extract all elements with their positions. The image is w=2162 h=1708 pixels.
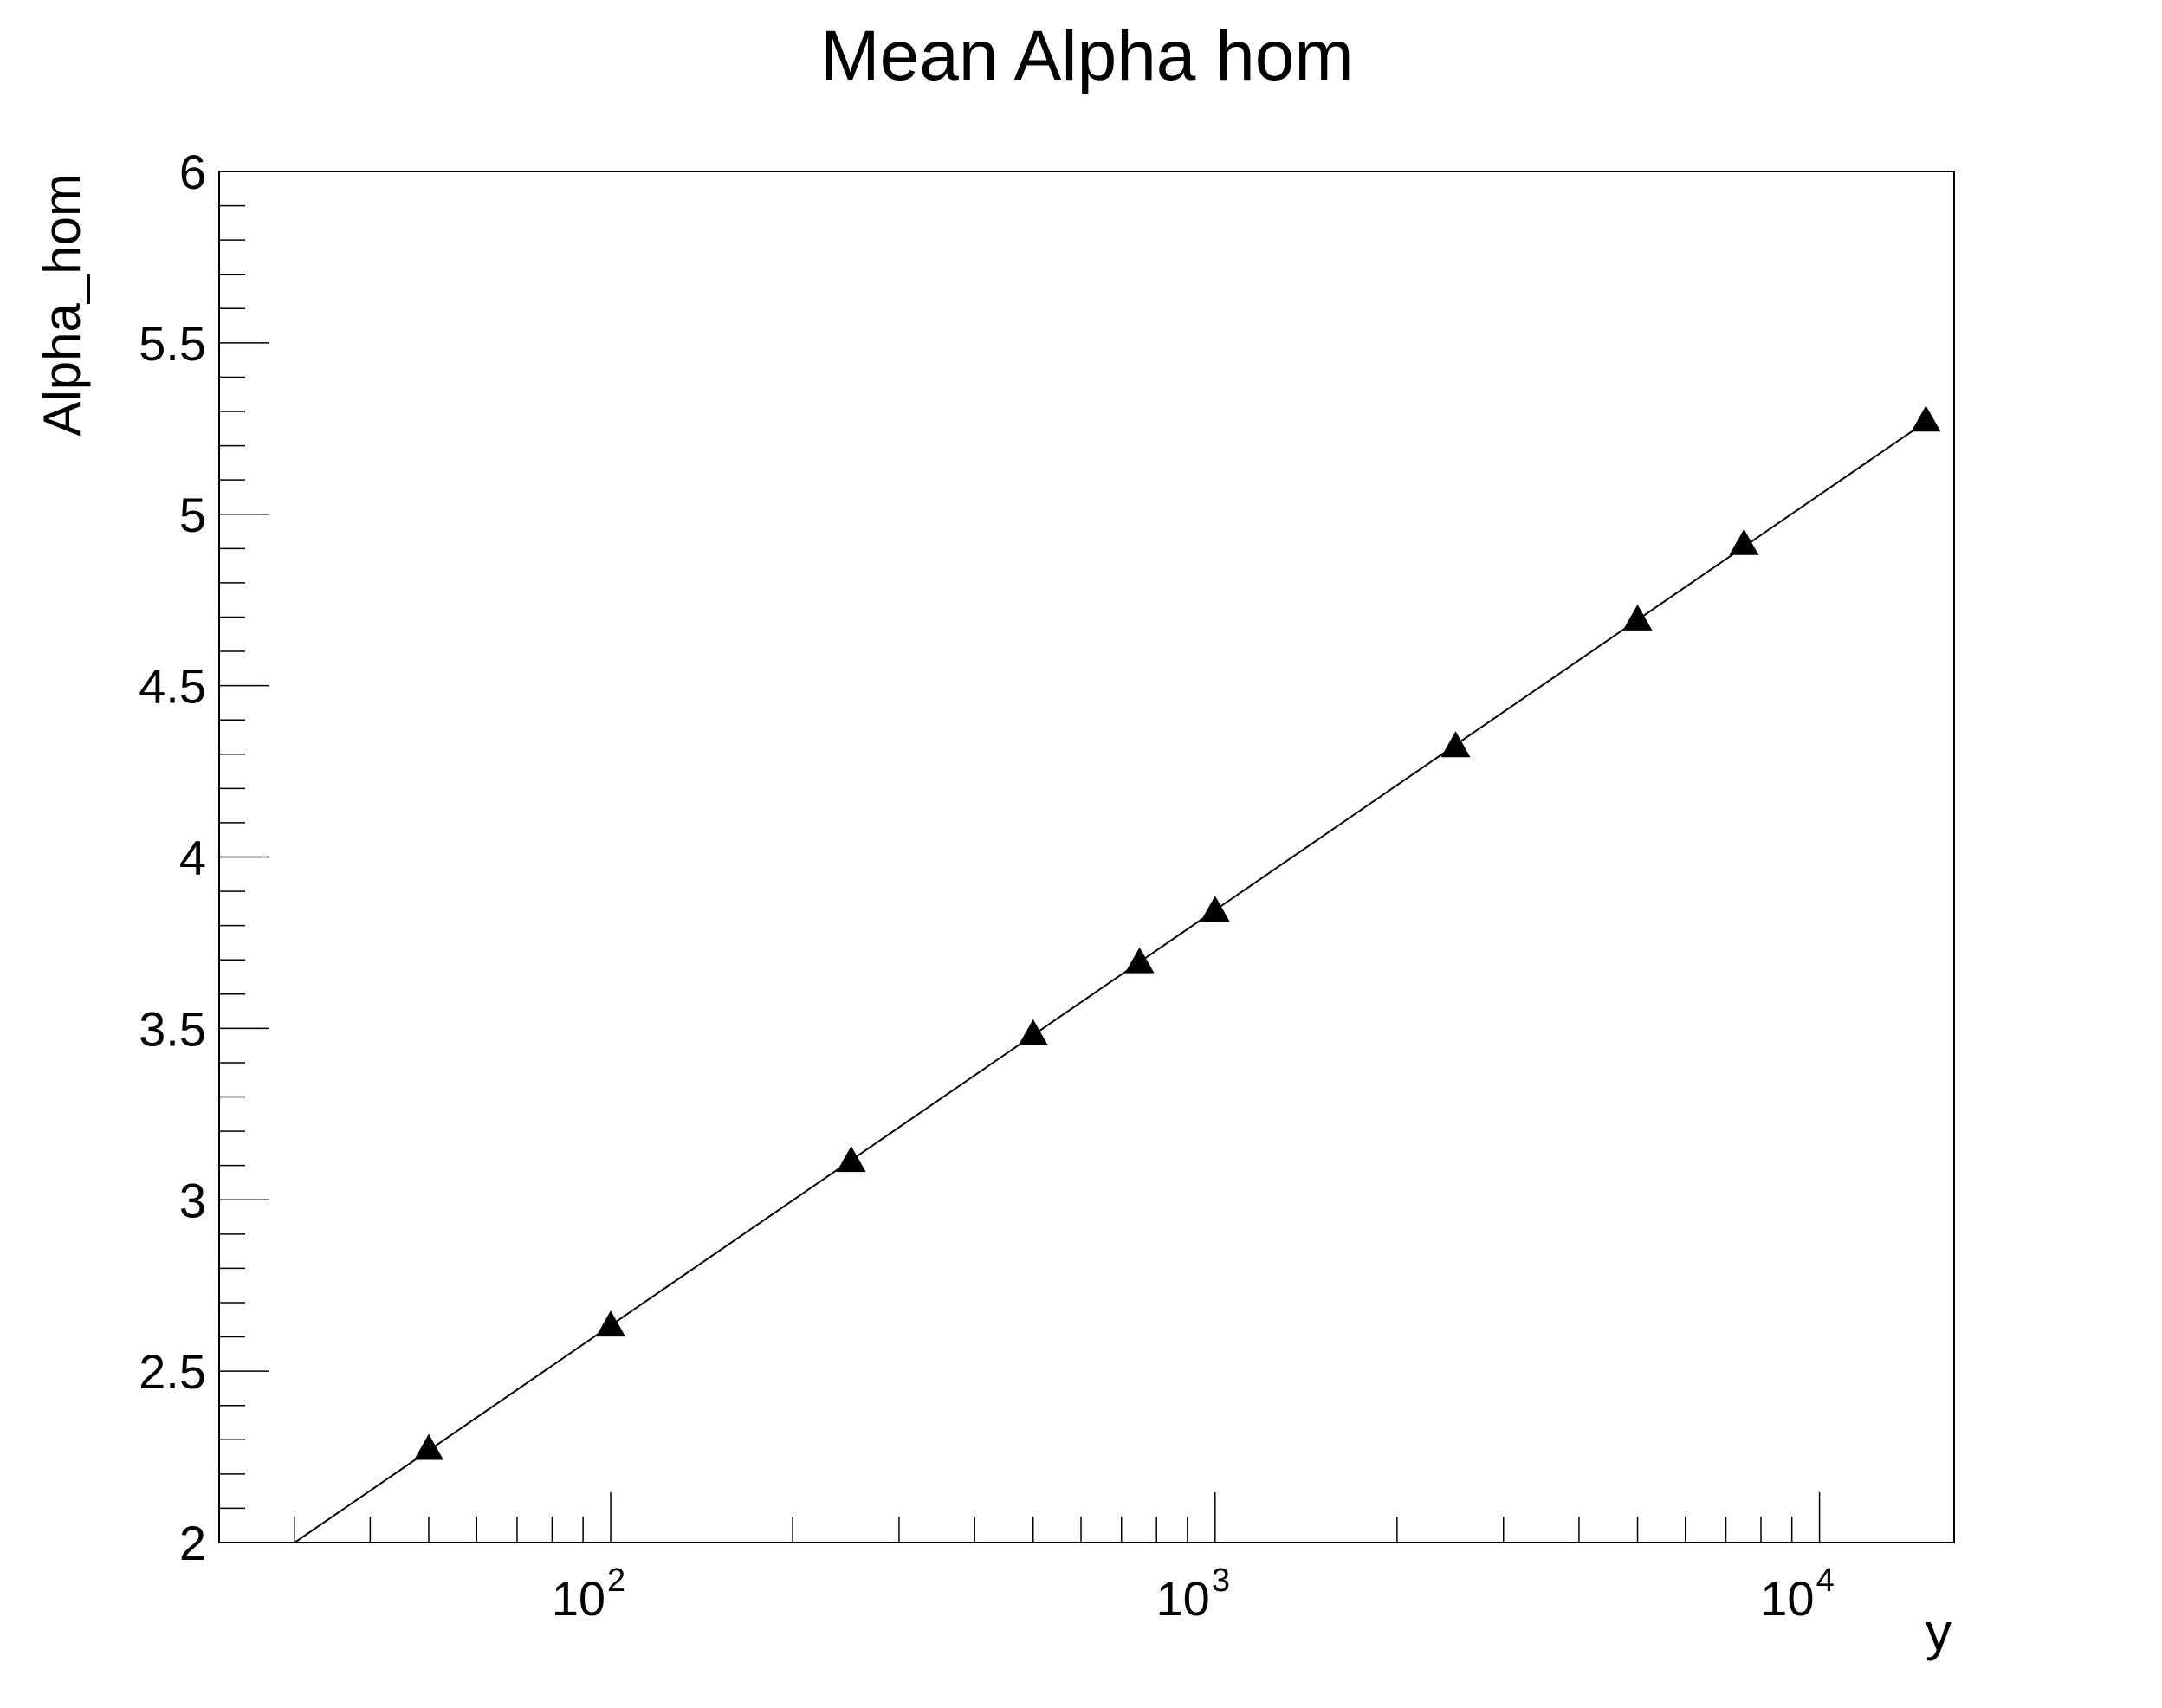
x-tick-label-base: 10 (1760, 1571, 1814, 1626)
y-tick-label: 4.5 (139, 659, 206, 714)
data-point-triangle (1440, 731, 1471, 758)
y-axis-label: Alpha_hom (33, 173, 91, 437)
x-tick-label-exponent: 3 (1212, 1562, 1230, 1599)
x-tick-label-base: 10 (1156, 1571, 1210, 1626)
x-axis-label: y (1926, 1603, 1952, 1661)
data-point-triangle (413, 1433, 443, 1460)
x-tick-label-exponent: 2 (607, 1562, 625, 1599)
y-tick-label: 3 (179, 1173, 206, 1227)
data-point-triangle (596, 1310, 626, 1337)
data-point-triangle (1018, 1019, 1048, 1045)
y-axis-ticks (219, 171, 269, 1543)
data-point-triangle (1911, 405, 1941, 432)
fit-line-group (294, 421, 1927, 1543)
fit-line (294, 421, 1927, 1543)
y-axis-tick-labels: 2 2.5 3 3.5 4 4.5 5 5.5 6 (139, 145, 206, 1570)
x-axis-tick-labels: 10 2 10 3 10 4 (552, 1562, 1835, 1626)
x-axis-ticks (294, 1492, 1821, 1543)
x-tick-label-base: 10 (552, 1571, 605, 1626)
plot-frame (218, 171, 1955, 1543)
data-point-triangle (1622, 604, 1653, 631)
y-tick-label: 3.5 (139, 1001, 206, 1056)
data-points (413, 405, 1941, 1460)
y-tick-label: 4 (179, 831, 206, 885)
y-tick-label: 6 (179, 145, 206, 199)
chart-title: Mean Alpha hom (820, 16, 1353, 95)
x-tick-label-exponent: 4 (1816, 1562, 1835, 1599)
data-point-triangle (1124, 947, 1155, 974)
data-point-triangle (1729, 528, 1759, 555)
y-tick-label: 5.5 (139, 316, 206, 371)
y-tick-label: 2.5 (139, 1344, 206, 1399)
y-tick-label: 2 (179, 1516, 206, 1570)
data-point-triangle (836, 1146, 866, 1173)
data-point-triangle (1200, 896, 1230, 922)
y-tick-label: 5 (179, 488, 206, 542)
